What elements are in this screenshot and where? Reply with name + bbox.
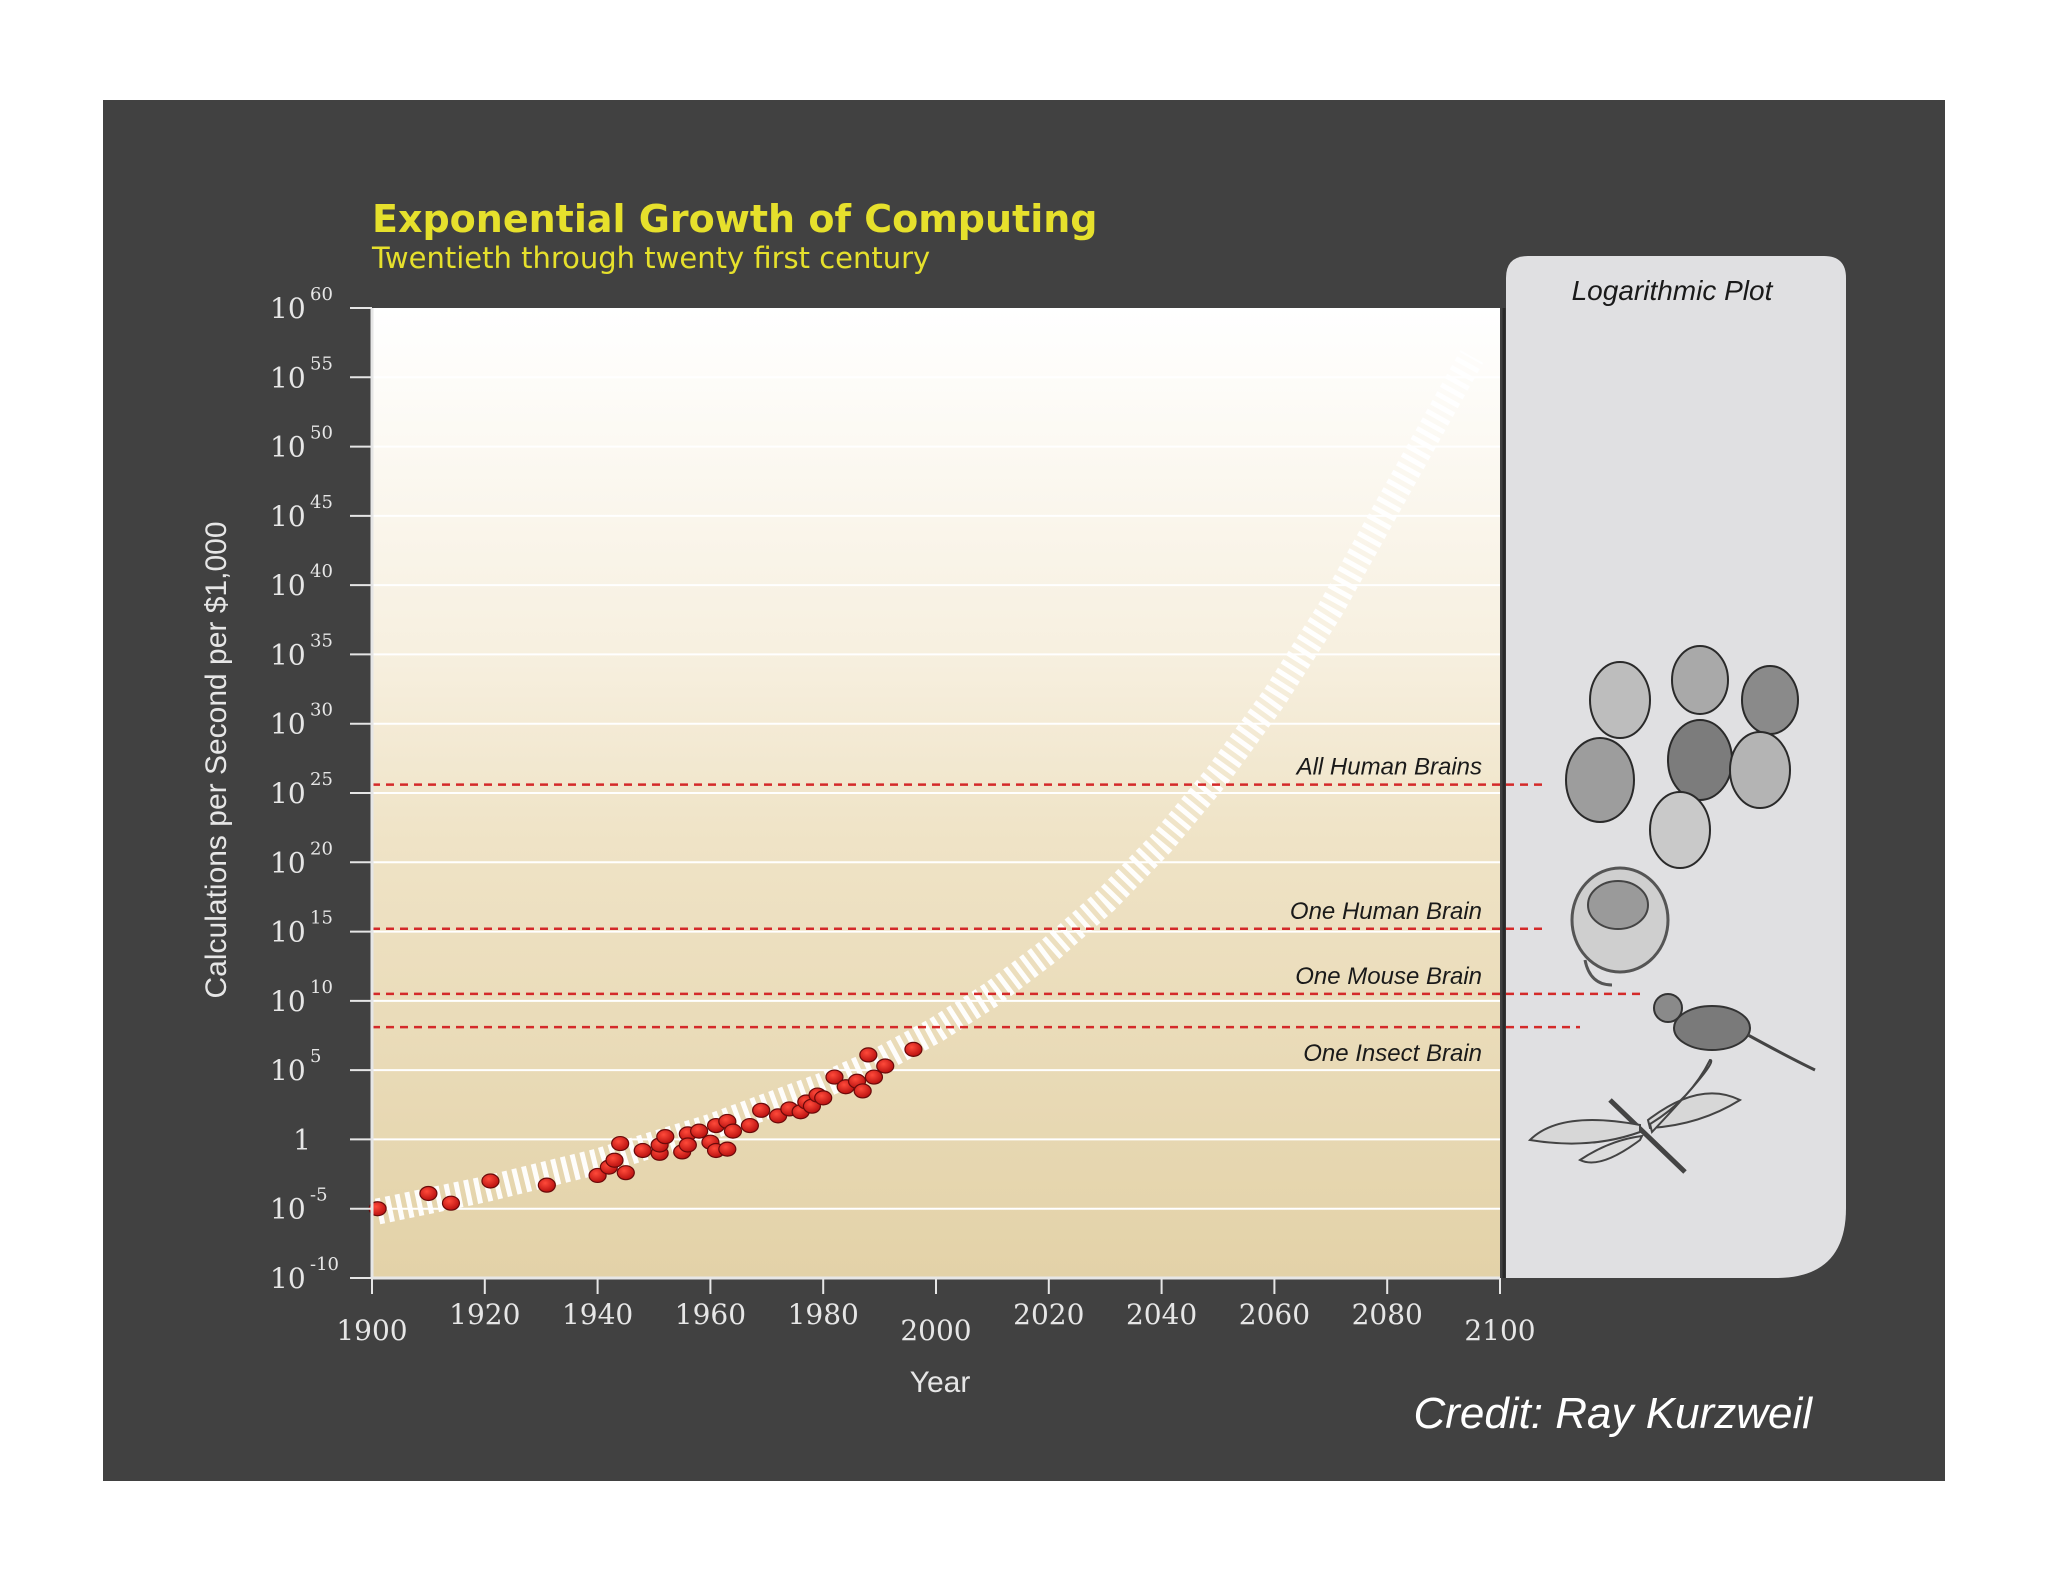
x-tick-label: 2080: [1352, 1298, 1423, 1331]
data-point: [611, 1135, 630, 1152]
x-tick-label: 1900: [336, 1314, 407, 1347]
y-axis-title: Calculations per Second per $1,000: [200, 522, 233, 999]
y-tick-label: 10 40: [270, 561, 333, 602]
y-tick-base: 10: [270, 916, 306, 949]
reference-label: One Human Brain: [1290, 898, 1482, 925]
y-tick-exponent: 60: [310, 284, 333, 305]
chart-title: Exponential Growth of Computing: [372, 197, 1098, 241]
x-tick-label: 1940: [562, 1298, 633, 1331]
y-tick-base: 10: [270, 708, 306, 741]
human-brain-illustration: [1570, 866, 1670, 987]
y-tick-exponent: 55: [310, 353, 333, 374]
data-point: [904, 1041, 923, 1057]
reference-lines: [372, 783, 1640, 1029]
y-tick-label: 10 -10: [270, 1254, 339, 1295]
y-tick-base: 10: [270, 846, 306, 879]
data-point: [419, 1185, 438, 1202]
chart-subtitle: Twentieth through twenty first century: [371, 241, 930, 275]
y-tick-base: 10: [270, 569, 306, 602]
y-tick-label: 1: [293, 1123, 311, 1156]
data-point: [876, 1058, 895, 1074]
data-point: [825, 1069, 844, 1085]
data-point: [853, 1083, 872, 1099]
data-point: [633, 1142, 652, 1159]
data-point: [864, 1069, 884, 1085]
data-point: [537, 1177, 556, 1193]
reference-labels: All Human Brains One Human Brain One Mouse…: [1290, 754, 1482, 1067]
y-tick-label: 10 25: [270, 769, 333, 810]
y-tick-label: 10 50: [270, 423, 333, 464]
x-axis-title: Year: [910, 1366, 971, 1399]
y-tick-label: 10 45: [270, 492, 333, 533]
data-point: [656, 1129, 675, 1145]
y-tick-base: 10: [270, 1193, 306, 1226]
human-heads-illustration: [1565, 645, 1799, 869]
y-tick-base: 10: [270, 1054, 306, 1087]
data-point: [616, 1165, 635, 1181]
data-point: [814, 1090, 833, 1106]
data-point: [723, 1123, 743, 1139]
y-tick-exponent: 45: [310, 492, 333, 513]
x-tick-label: 2040: [1126, 1298, 1197, 1331]
y-tick-base: 10: [270, 500, 306, 533]
x-tick-label: 2060: [1239, 1298, 1310, 1331]
y-tick-exponent: 40: [310, 561, 333, 582]
y-tick-exponent: 30: [310, 700, 333, 721]
y-tick-exponent: 20: [310, 838, 333, 859]
data-point: [690, 1123, 709, 1139]
y-tick-exponent: 5: [310, 1046, 321, 1067]
credit-text: Credit: Ray Kurzweil: [1413, 1389, 1813, 1438]
y-tick-exponent: 10: [310, 977, 333, 998]
y-tick-label: 10 20: [270, 838, 333, 879]
y-tick-exponent: 15: [310, 908, 333, 929]
y-tick-exponent: -5: [310, 1185, 328, 1206]
y-tick-label: 10 15: [270, 908, 333, 949]
y-tick-exponent: 35: [310, 630, 333, 651]
x-tick-label: 2020: [1013, 1298, 1084, 1331]
mouse-illustration: [1653, 993, 1816, 1072]
data-point: [752, 1102, 771, 1118]
data-points: [368, 1041, 923, 1217]
side-panel-title: Logarithmic Plot: [1572, 275, 1774, 306]
y-tick-base: 10: [270, 292, 306, 325]
y-tick-base: 10: [270, 985, 306, 1018]
x-tick-label: 1980: [788, 1298, 859, 1331]
y-tick-exponent: 25: [310, 769, 333, 790]
data-point: [605, 1152, 624, 1168]
x-tick-label: 2000: [900, 1314, 971, 1347]
y-tick-label: 10 -5: [270, 1185, 328, 1226]
x-tick-label: 1960: [675, 1298, 746, 1331]
data-point: [481, 1173, 500, 1189]
reference-label: All Human Brains: [1295, 754, 1482, 781]
y-tick-label: 10 55: [270, 353, 333, 394]
y-tick-label: 10 60: [270, 284, 333, 325]
y-tick-label: 10 35: [270, 630, 333, 671]
y-tick-base: 10: [270, 1262, 306, 1295]
x-tick-label: 1920: [449, 1298, 520, 1331]
data-point: [859, 1047, 878, 1063]
y-tick-exponent: 50: [310, 423, 333, 444]
reference-label: One Mouse Brain: [1295, 963, 1482, 990]
y-tick-base: 1: [293, 1123, 311, 1156]
y-tick-base: 10: [270, 777, 306, 810]
data-point: [740, 1117, 759, 1134]
y-tick-exponent: -10: [310, 1254, 339, 1275]
x-tick-label: 2100: [1464, 1314, 1535, 1347]
y-tick-base: 10: [270, 638, 306, 671]
data-point: [678, 1137, 697, 1153]
y-tick-label: 10 5: [270, 1046, 321, 1087]
reference-label: One Insect Brain: [1303, 1040, 1482, 1067]
y-tick-base: 10: [270, 361, 306, 394]
data-point: [441, 1195, 461, 1211]
dragonfly-illustration: [1527, 1058, 1743, 1174]
y-tick-base: 10: [270, 431, 306, 464]
y-tick-label: 10 10: [270, 977, 333, 1018]
data-point: [718, 1141, 737, 1157]
y-tick-label: 10 30: [270, 700, 333, 741]
